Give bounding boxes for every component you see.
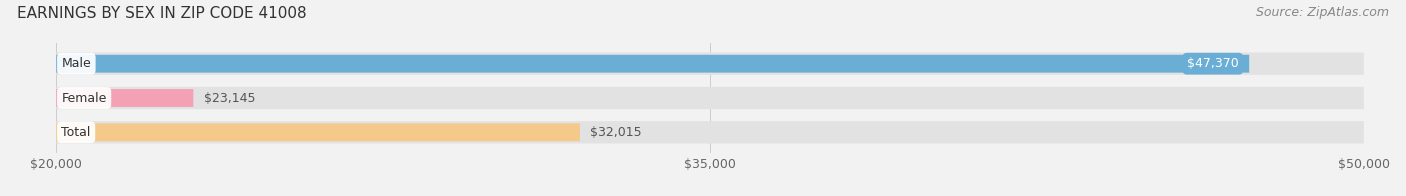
Text: Source: ZipAtlas.com: Source: ZipAtlas.com xyxy=(1256,6,1389,19)
Text: Female: Female xyxy=(62,92,107,104)
FancyBboxPatch shape xyxy=(56,55,1249,73)
FancyBboxPatch shape xyxy=(56,87,1364,109)
FancyBboxPatch shape xyxy=(56,123,579,141)
FancyBboxPatch shape xyxy=(56,53,1364,75)
FancyBboxPatch shape xyxy=(56,89,193,107)
Text: EARNINGS BY SEX IN ZIP CODE 41008: EARNINGS BY SEX IN ZIP CODE 41008 xyxy=(17,6,307,21)
Text: $47,370: $47,370 xyxy=(1187,57,1239,70)
Text: Total: Total xyxy=(62,126,91,139)
Text: $23,145: $23,145 xyxy=(204,92,256,104)
Text: $32,015: $32,015 xyxy=(591,126,643,139)
Text: Male: Male xyxy=(62,57,91,70)
FancyBboxPatch shape xyxy=(56,121,1364,143)
